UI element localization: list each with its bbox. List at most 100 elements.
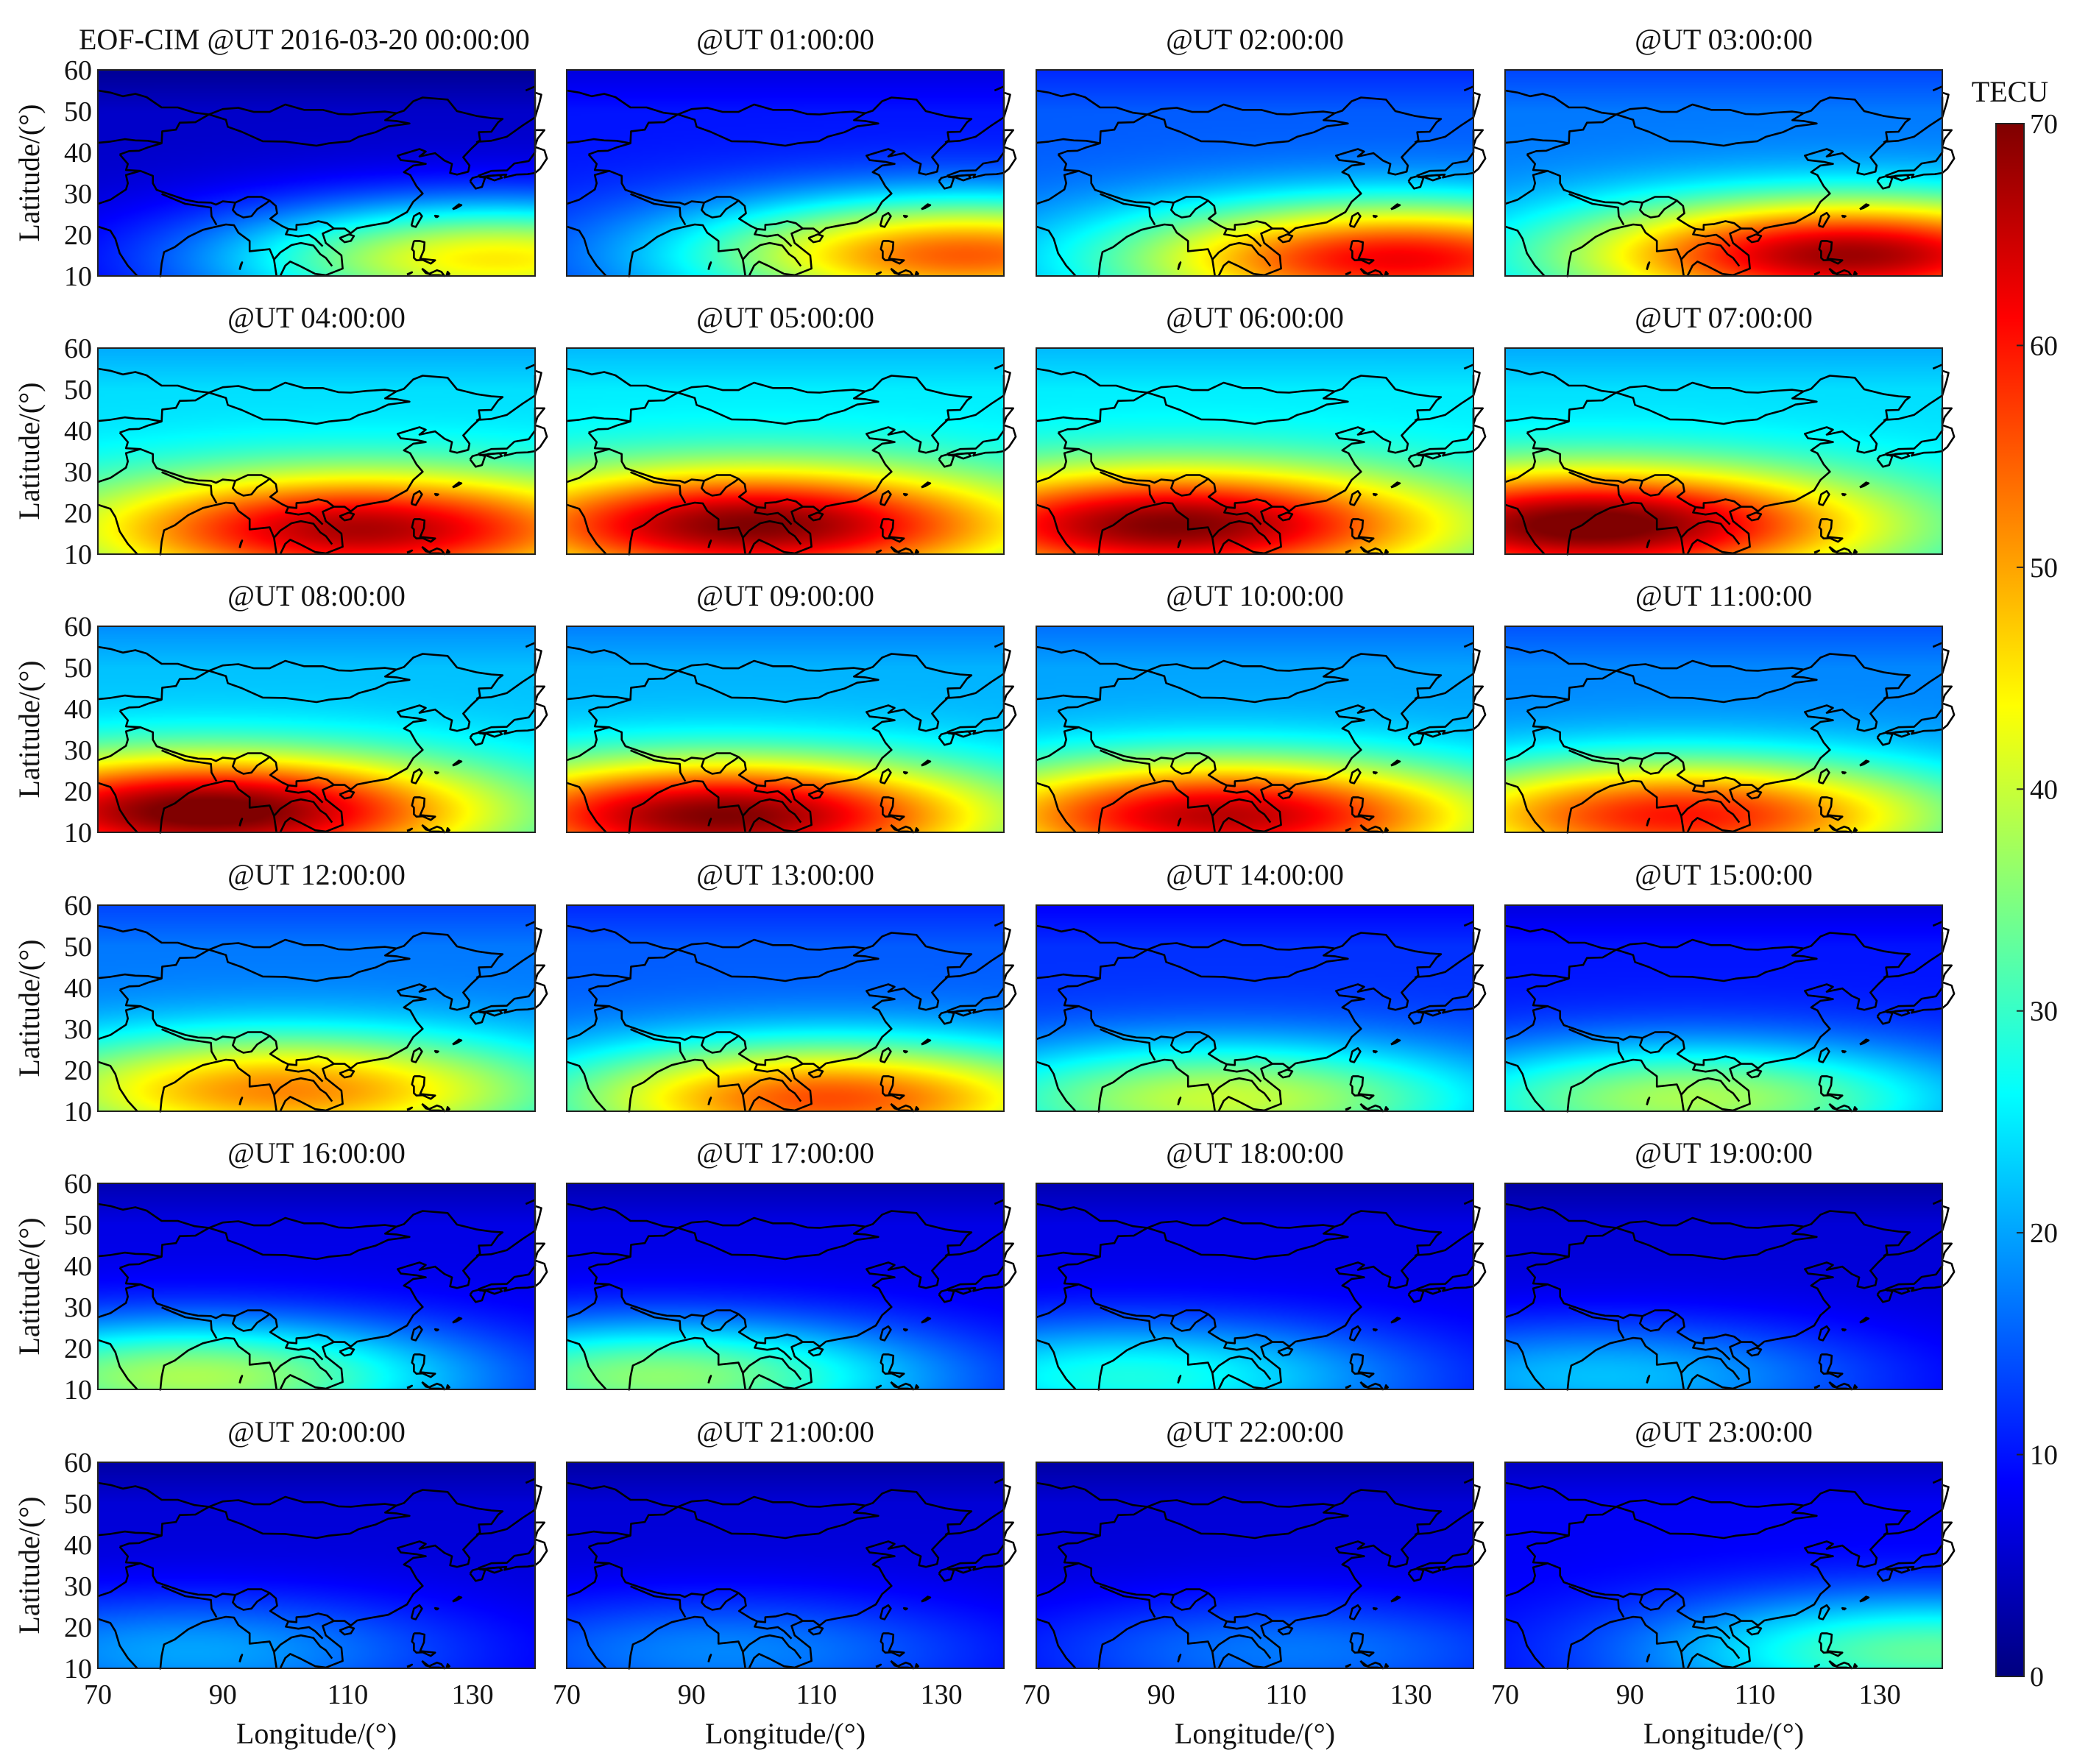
coastline — [1646, 261, 1651, 270]
coastline — [1277, 1626, 1294, 1636]
coastline — [1746, 1626, 1763, 1636]
coastline — [1941, 964, 1953, 982]
y-tick-label: 30 — [64, 1014, 92, 1045]
coastline — [1211, 1355, 1272, 1381]
coastline — [445, 549, 450, 556]
coastline — [1876, 1568, 1894, 1582]
panel-frame — [1504, 347, 1943, 555]
coastline — [1097, 223, 1216, 277]
coastline — [411, 518, 436, 543]
panel-frame — [97, 904, 536, 1112]
y-tick-label: 30 — [64, 1292, 92, 1323]
x-tick-label: 70 — [84, 1679, 112, 1710]
coastline — [1813, 271, 1821, 276]
tec-panel: @UT 18:00:00 — [1036, 1136, 1487, 1391]
coastline — [1692, 506, 1731, 525]
panel-title: @UT 18:00:00 — [1166, 1136, 1344, 1169]
panel-title: @UT 16:00:00 — [227, 1136, 406, 1169]
panel-title: @UT 06:00:00 — [1166, 301, 1344, 334]
coastline — [1680, 1355, 1741, 1381]
coastline — [1686, 1205, 1950, 1390]
coastline — [1817, 1604, 1830, 1620]
coastline — [1686, 1484, 1950, 1669]
coastline — [232, 1035, 271, 1054]
coastline — [1349, 796, 1375, 821]
y-tick-label: 60 — [64, 1169, 92, 1200]
coastline — [1345, 1384, 1352, 1389]
coastline — [97, 1481, 210, 1508]
coastline — [1526, 420, 1569, 434]
coastline — [469, 1010, 486, 1025]
coastline — [208, 375, 504, 422]
coastline — [1170, 478, 1209, 497]
coastline — [525, 1478, 536, 1484]
panel-title: @UT 21:00:00 — [696, 1415, 874, 1448]
coastline — [1526, 977, 1569, 991]
coastline — [938, 1568, 955, 1582]
coastline — [566, 726, 610, 762]
coastline — [285, 1342, 324, 1361]
coastline — [1058, 142, 1100, 156]
coastline — [279, 1205, 542, 1390]
coastline — [1147, 112, 1349, 147]
coastline — [1463, 642, 1474, 648]
tec-panel: @UT 07:00:00 — [1504, 301, 1956, 556]
coastline — [452, 1317, 463, 1324]
y-tick-label: 60 — [64, 890, 92, 921]
panel-frame — [97, 626, 536, 833]
tec-heatmap — [1505, 1462, 1942, 1668]
coastline — [1348, 1047, 1362, 1063]
coastline — [534, 685, 545, 704]
coastline — [525, 364, 536, 370]
coastline — [339, 790, 355, 800]
coastline — [1384, 1106, 1389, 1113]
coastline — [1504, 726, 1549, 762]
coastline — [677, 653, 973, 700]
coastline — [1504, 1618, 1546, 1669]
coastline — [1372, 1049, 1378, 1054]
y-tick-label: 10 — [64, 1654, 92, 1685]
coastline — [285, 1620, 324, 1640]
coastline — [411, 1353, 436, 1378]
coastline — [742, 798, 802, 823]
coastline — [1568, 1306, 1625, 1339]
coastline — [1932, 642, 1943, 648]
coastline — [97, 924, 210, 951]
coastline — [1345, 271, 1352, 276]
coastline — [433, 771, 439, 775]
coastline — [1504, 1060, 1546, 1112]
coastline — [445, 1384, 450, 1391]
coastline — [1170, 1035, 1209, 1054]
x-tick-label: 70 — [553, 1679, 581, 1710]
y-tick-label: 40 — [64, 416, 92, 447]
coastline — [1058, 1534, 1100, 1548]
coastline — [97, 1283, 141, 1319]
coastline — [1407, 1568, 1425, 1582]
coastline — [119, 698, 162, 712]
coastline — [707, 818, 712, 826]
coastline — [1036, 1005, 1080, 1041]
panel-title: @UT 12:00:00 — [227, 858, 406, 891]
coastline — [1841, 1049, 1847, 1054]
coastline — [914, 271, 919, 277]
coastline — [1818, 240, 1844, 265]
coastline — [1504, 89, 1617, 116]
coastline — [921, 1038, 932, 1046]
coastline — [1941, 407, 1953, 425]
y-tick-label: 50 — [64, 375, 92, 405]
coastline — [159, 779, 277, 833]
coastline — [1686, 369, 1950, 555]
coastline — [1566, 501, 1685, 555]
coastline — [1036, 1060, 1077, 1112]
coastline — [921, 203, 932, 210]
coastline — [411, 1632, 436, 1657]
coastline — [1097, 1336, 1216, 1390]
coastline — [1828, 545, 1853, 556]
tec-heatmap — [1036, 1183, 1473, 1389]
coastline — [879, 1047, 892, 1063]
panel-frame — [566, 1183, 1005, 1390]
coastline — [406, 1663, 414, 1668]
x-tick-label: 110 — [796, 1679, 838, 1710]
colorbar-tick-label: 40 — [2030, 774, 2058, 805]
